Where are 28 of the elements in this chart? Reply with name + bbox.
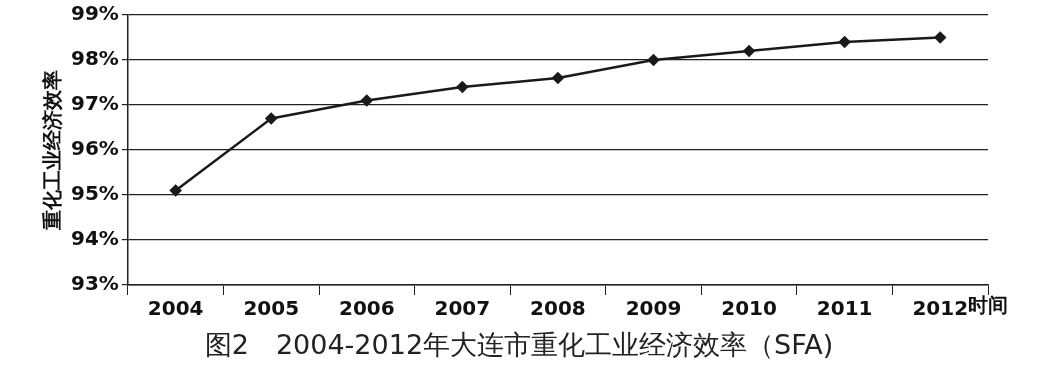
point [552,72,564,84]
y-tick-label: 97% [71,91,119,116]
x-tick-label: 2004 [147,296,204,321]
x-tick-label: 2005 [243,296,300,321]
point [456,81,469,93]
x-tick-label: 2006 [338,296,395,321]
y-tick-label: 96% [71,136,119,161]
y-axis-title: 重化工业经济效率 [40,70,65,231]
point [934,31,946,44]
y-tick-label: 94% [71,226,119,251]
y-tick-label: 93% [71,271,119,296]
x-tick-label: 2007 [434,296,491,321]
x-tick-label: 2008 [530,296,586,321]
point [169,184,182,197]
x-axis-title: 时间 [968,293,1009,318]
text: 图2 2004-2012年大连市重化工业经济效率（SFA) [203,328,835,362]
x-tick-label: 2012 [912,296,969,321]
x-tick-label: 2011 [816,296,873,321]
x-tick-label: 2009 [625,296,682,321]
point [265,112,277,125]
point [361,94,373,107]
x-tick-label: 2010 [721,296,777,321]
point [838,36,851,48]
y-tick-label: 95% [71,181,119,206]
y-tick-label: 98% [71,46,119,71]
y-tick-label: 99% [71,1,119,26]
point [743,45,755,57]
point [647,54,660,66]
